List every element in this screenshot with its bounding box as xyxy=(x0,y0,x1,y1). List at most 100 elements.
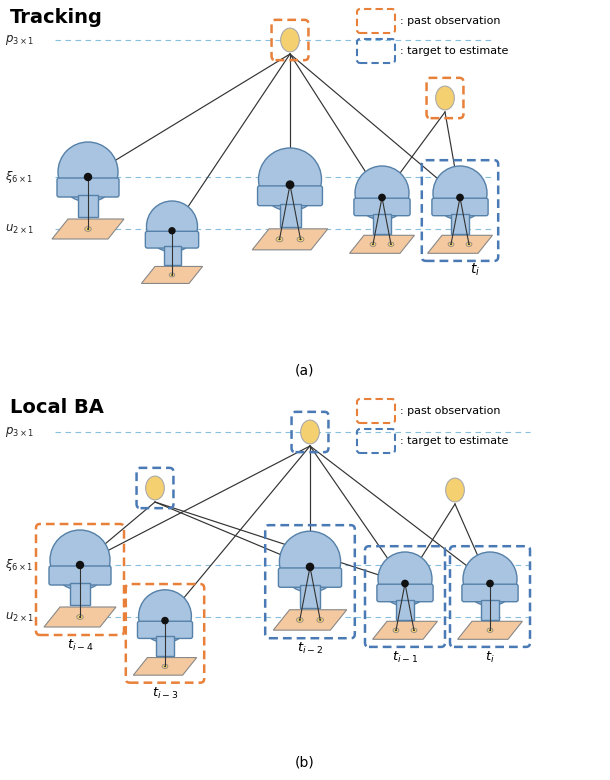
FancyBboxPatch shape xyxy=(354,198,410,216)
Text: $p_{3\times1}$: $p_{3\times1}$ xyxy=(5,33,34,47)
Ellipse shape xyxy=(466,242,472,246)
Ellipse shape xyxy=(162,618,168,624)
Text: $t_{i-1}$: $t_{i-1}$ xyxy=(392,650,418,665)
Ellipse shape xyxy=(85,227,92,232)
Ellipse shape xyxy=(138,590,192,643)
FancyBboxPatch shape xyxy=(462,584,518,601)
Ellipse shape xyxy=(146,201,198,252)
Polygon shape xyxy=(44,607,116,627)
Ellipse shape xyxy=(355,166,409,220)
FancyBboxPatch shape xyxy=(49,566,111,585)
Ellipse shape xyxy=(297,237,304,242)
Text: $t_{i-2}$: $t_{i-2}$ xyxy=(297,641,323,656)
Ellipse shape xyxy=(378,552,432,606)
Ellipse shape xyxy=(169,228,175,234)
Text: : past observation: : past observation xyxy=(400,16,500,26)
Polygon shape xyxy=(373,622,437,640)
Ellipse shape xyxy=(370,242,376,246)
Text: $u_{2\times1}$: $u_{2\times1}$ xyxy=(5,611,34,623)
Ellipse shape xyxy=(300,239,302,240)
Bar xyxy=(354,214,410,215)
Text: Tracking: Tracking xyxy=(10,8,103,27)
Ellipse shape xyxy=(395,629,397,631)
Polygon shape xyxy=(350,236,414,254)
Bar xyxy=(145,246,199,247)
Polygon shape xyxy=(428,236,492,254)
FancyBboxPatch shape xyxy=(432,198,488,216)
Polygon shape xyxy=(142,267,203,283)
Ellipse shape xyxy=(50,530,110,590)
Bar xyxy=(432,214,488,215)
FancyBboxPatch shape xyxy=(257,186,323,206)
Bar xyxy=(279,204,301,227)
Ellipse shape xyxy=(468,243,470,245)
Ellipse shape xyxy=(489,629,491,631)
Ellipse shape xyxy=(299,619,301,621)
Ellipse shape xyxy=(487,580,493,587)
Text: $t_i$: $t_i$ xyxy=(485,650,495,665)
Text: Local BA: Local BA xyxy=(10,398,104,417)
Ellipse shape xyxy=(146,476,164,500)
Bar xyxy=(78,195,98,217)
Ellipse shape xyxy=(276,237,283,242)
Bar xyxy=(377,600,433,601)
Ellipse shape xyxy=(279,531,340,592)
Ellipse shape xyxy=(457,194,463,200)
Ellipse shape xyxy=(393,628,399,633)
Bar xyxy=(481,600,499,619)
Bar xyxy=(300,585,320,608)
Ellipse shape xyxy=(296,618,303,622)
Bar xyxy=(137,636,193,637)
Ellipse shape xyxy=(278,239,281,240)
Bar xyxy=(278,585,342,587)
Bar xyxy=(49,583,111,584)
Ellipse shape xyxy=(162,665,168,668)
Bar xyxy=(70,583,90,605)
Text: (a): (a) xyxy=(295,364,315,378)
Bar xyxy=(156,636,174,656)
Ellipse shape xyxy=(164,665,166,667)
Text: $\xi_{6\times1}$: $\xi_{6\times1}$ xyxy=(5,169,34,185)
Ellipse shape xyxy=(319,619,321,621)
Polygon shape xyxy=(134,658,196,675)
Text: : target to estimate: : target to estimate xyxy=(400,46,508,56)
FancyBboxPatch shape xyxy=(278,568,342,587)
Bar xyxy=(451,214,469,233)
Ellipse shape xyxy=(379,194,385,200)
Text: $p_{3\times1}$: $p_{3\times1}$ xyxy=(5,425,34,439)
Ellipse shape xyxy=(85,173,92,180)
Ellipse shape xyxy=(450,243,452,245)
Bar xyxy=(396,600,414,619)
Text: : target to estimate: : target to estimate xyxy=(400,436,508,446)
Ellipse shape xyxy=(413,629,415,631)
Ellipse shape xyxy=(487,628,493,633)
Ellipse shape xyxy=(372,243,374,245)
Polygon shape xyxy=(458,622,522,640)
Ellipse shape xyxy=(448,242,454,246)
Text: (b): (b) xyxy=(295,756,315,770)
Ellipse shape xyxy=(402,580,408,587)
Ellipse shape xyxy=(76,562,84,569)
FancyBboxPatch shape xyxy=(57,178,119,197)
Text: $t_{i-4}$: $t_{i-4}$ xyxy=(66,638,93,653)
Polygon shape xyxy=(52,219,124,239)
Ellipse shape xyxy=(463,552,517,606)
Text: $u_{2\times1}$: $u_{2\times1}$ xyxy=(5,222,34,236)
Ellipse shape xyxy=(259,148,321,211)
Ellipse shape xyxy=(317,618,323,622)
Polygon shape xyxy=(273,610,346,630)
Ellipse shape xyxy=(390,243,392,245)
FancyBboxPatch shape xyxy=(137,621,193,639)
Ellipse shape xyxy=(306,563,314,570)
Ellipse shape xyxy=(87,229,89,230)
Text: $\xi_{6\times1}$: $\xi_{6\times1}$ xyxy=(5,557,34,573)
Bar xyxy=(57,195,119,196)
Ellipse shape xyxy=(77,615,83,619)
Ellipse shape xyxy=(58,142,118,202)
Ellipse shape xyxy=(411,628,417,633)
Ellipse shape xyxy=(79,616,81,618)
Ellipse shape xyxy=(388,242,394,246)
Bar xyxy=(163,246,181,264)
Ellipse shape xyxy=(436,86,454,110)
Bar xyxy=(373,214,391,233)
